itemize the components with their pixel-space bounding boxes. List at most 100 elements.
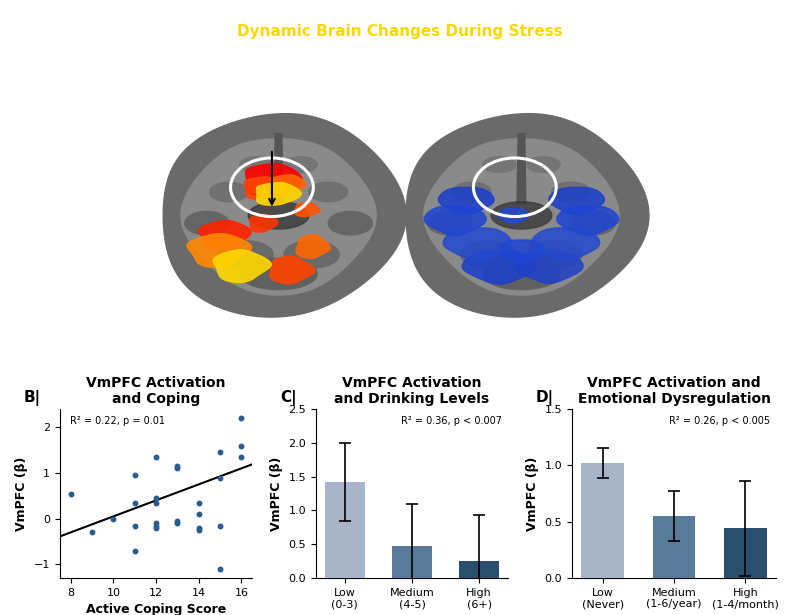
Point xyxy=(150,493,162,503)
Point xyxy=(128,470,141,480)
Title: VmPFC Activation
and Drinking Levels: VmPFC Activation and Drinking Levels xyxy=(334,376,490,407)
Polygon shape xyxy=(453,182,491,202)
Polygon shape xyxy=(270,256,315,284)
Point xyxy=(128,521,141,531)
Point xyxy=(150,521,162,531)
Polygon shape xyxy=(406,114,649,317)
Polygon shape xyxy=(527,157,560,172)
X-axis label: Active Coping Score: Active Coping Score xyxy=(86,603,226,615)
Polygon shape xyxy=(284,240,339,268)
Polygon shape xyxy=(491,202,552,229)
Polygon shape xyxy=(527,240,582,268)
Point xyxy=(214,521,226,531)
Point xyxy=(64,488,77,498)
Bar xyxy=(653,516,695,578)
Polygon shape xyxy=(483,157,516,172)
Point xyxy=(171,464,184,474)
Bar xyxy=(582,463,624,578)
Polygon shape xyxy=(461,240,516,268)
Point xyxy=(235,452,248,462)
Point xyxy=(86,528,98,538)
Text: VmPFC: VmPFC xyxy=(258,67,299,80)
Polygon shape xyxy=(557,206,618,236)
Polygon shape xyxy=(571,212,615,235)
Text: Resilient Coping: Resilient Coping xyxy=(222,46,335,58)
Polygon shape xyxy=(244,177,284,199)
Text: R² = 0.22, p = 0.01: R² = 0.22, p = 0.01 xyxy=(70,416,165,426)
Polygon shape xyxy=(462,252,537,284)
Text: D|: D| xyxy=(536,390,554,406)
Polygon shape xyxy=(515,252,583,284)
Polygon shape xyxy=(248,202,309,229)
Point xyxy=(107,514,120,523)
Point xyxy=(171,518,184,528)
Polygon shape xyxy=(284,157,317,172)
Text: Z = -18: Z = -18 xyxy=(499,380,544,393)
Polygon shape xyxy=(328,212,372,235)
Polygon shape xyxy=(210,182,248,202)
Text: R² = 0.26, p < 0.005: R² = 0.26, p < 0.005 xyxy=(669,416,770,426)
Text: A|: A| xyxy=(125,28,142,44)
Polygon shape xyxy=(498,240,545,263)
Polygon shape xyxy=(185,212,229,235)
Point xyxy=(192,498,205,507)
Bar xyxy=(325,482,365,578)
Polygon shape xyxy=(240,258,318,290)
Polygon shape xyxy=(274,133,283,204)
Polygon shape xyxy=(181,139,376,295)
Point xyxy=(128,498,141,507)
Title: VmPFC Activation and
Emotional Dysregulation: VmPFC Activation and Emotional Dysregula… xyxy=(578,376,770,407)
Point xyxy=(214,472,226,482)
Point xyxy=(214,448,226,458)
Text: Dynamic Brain Changes During Stress: Dynamic Brain Changes During Stress xyxy=(237,24,563,39)
Point xyxy=(150,518,162,528)
Point xyxy=(235,413,248,423)
Polygon shape xyxy=(424,206,486,236)
Y-axis label: VmPFC (β): VmPFC (β) xyxy=(526,456,539,531)
Text: Risky Coping: Risky Coping xyxy=(476,46,566,58)
Bar xyxy=(459,560,499,578)
Polygon shape xyxy=(552,182,590,202)
Text: R² = 0.36, p < 0.007: R² = 0.36, p < 0.007 xyxy=(402,416,502,426)
Y-axis label: VmPFC (β): VmPFC (β) xyxy=(15,456,28,531)
Polygon shape xyxy=(517,133,526,204)
Point xyxy=(171,516,184,526)
Polygon shape xyxy=(198,220,251,250)
Polygon shape xyxy=(438,188,494,215)
Polygon shape xyxy=(309,182,347,202)
Polygon shape xyxy=(163,114,406,317)
Point xyxy=(192,509,205,519)
Polygon shape xyxy=(272,175,306,193)
Point xyxy=(214,564,226,574)
Polygon shape xyxy=(214,250,271,282)
Polygon shape xyxy=(187,234,251,268)
Polygon shape xyxy=(257,183,301,205)
Bar xyxy=(392,546,432,578)
Polygon shape xyxy=(218,240,273,268)
Polygon shape xyxy=(428,212,472,235)
Text: C|: C| xyxy=(280,390,297,406)
Polygon shape xyxy=(240,157,273,172)
Polygon shape xyxy=(294,202,320,216)
Title: VmPFC Activation
and Coping: VmPFC Activation and Coping xyxy=(86,376,226,407)
Polygon shape xyxy=(443,228,511,261)
Y-axis label: VmPFC (β): VmPFC (β) xyxy=(270,456,283,531)
Bar xyxy=(724,528,766,578)
Point xyxy=(150,498,162,507)
Point xyxy=(150,523,162,533)
Point xyxy=(128,546,141,555)
Text: B|: B| xyxy=(24,390,42,406)
Polygon shape xyxy=(549,188,605,215)
Point xyxy=(192,523,205,533)
Polygon shape xyxy=(483,258,560,290)
Text: Z = -18: Z = -18 xyxy=(256,380,301,393)
Polygon shape xyxy=(532,228,600,261)
Point xyxy=(235,440,248,450)
Point xyxy=(171,461,184,471)
Polygon shape xyxy=(498,208,529,224)
Point xyxy=(150,452,162,462)
Polygon shape xyxy=(250,214,278,232)
Polygon shape xyxy=(296,235,330,258)
Text: VmPFC: VmPFC xyxy=(501,67,542,80)
Point xyxy=(192,525,205,535)
